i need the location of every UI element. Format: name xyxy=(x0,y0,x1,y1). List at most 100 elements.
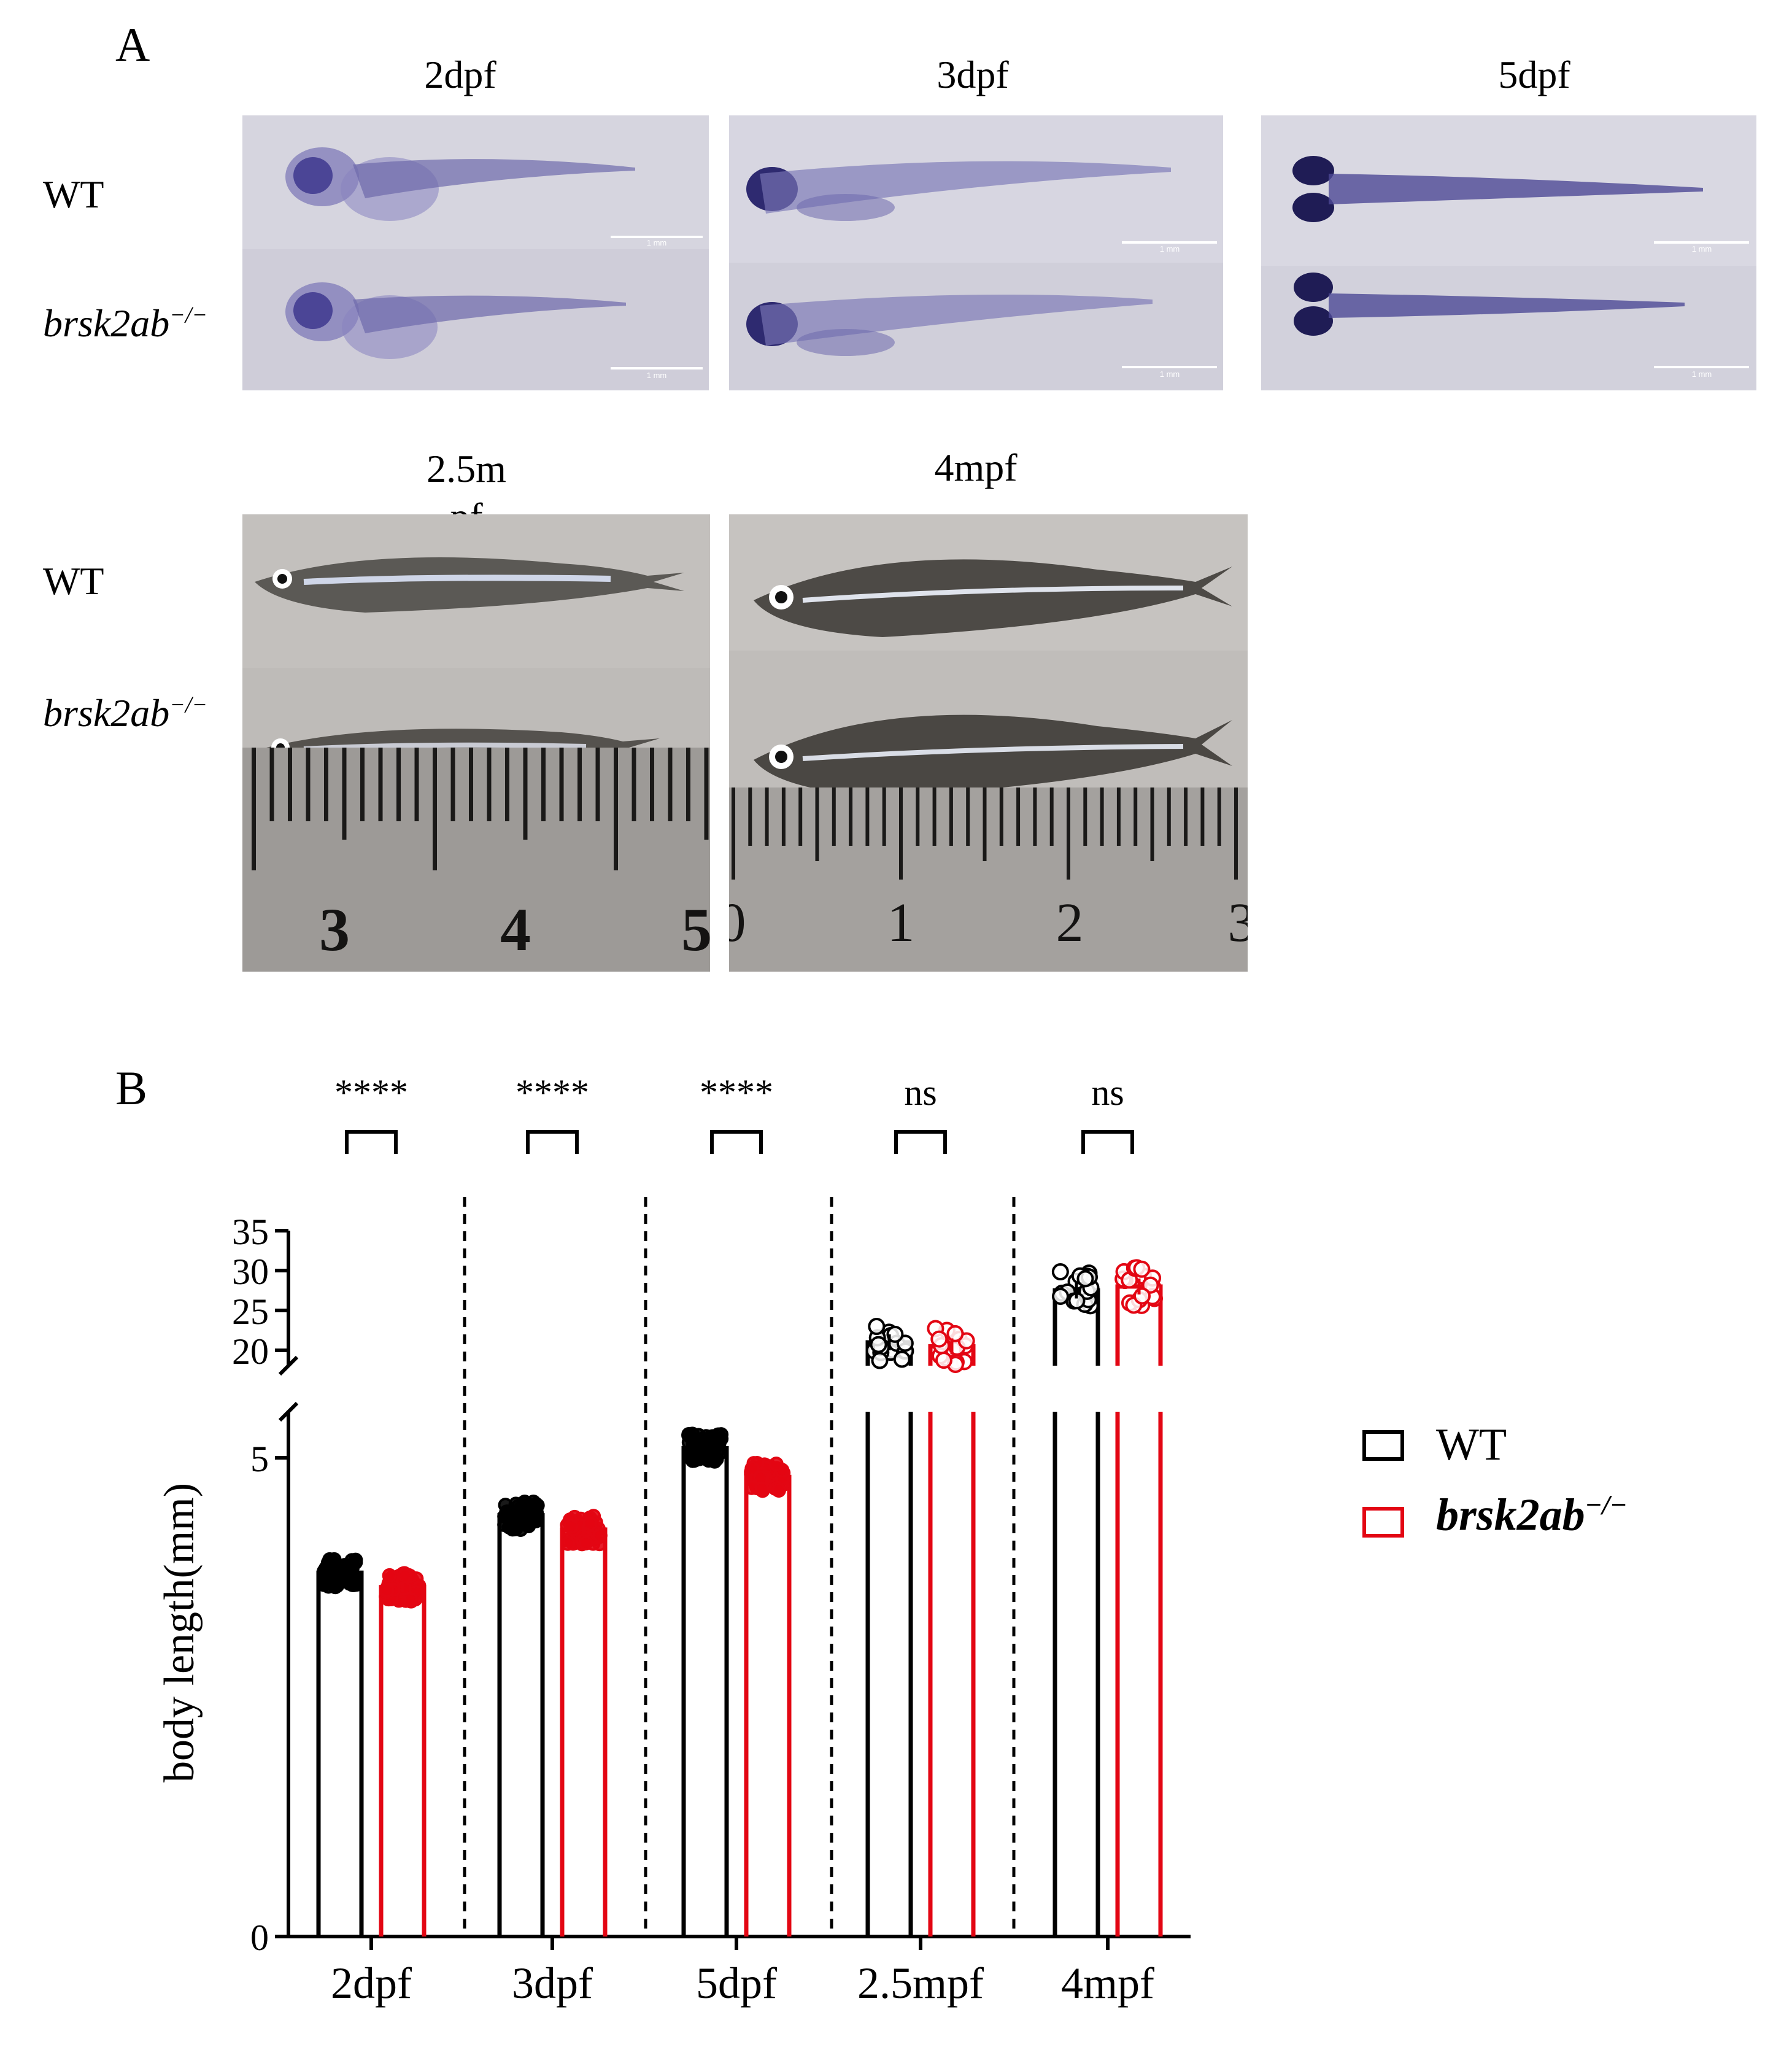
data-point xyxy=(946,1325,964,1342)
y-axis-label: body length(mm) xyxy=(156,1483,203,1782)
significance-label: ns xyxy=(904,1072,937,1113)
ruler-tick xyxy=(865,787,870,846)
data-point xyxy=(771,1483,786,1498)
significance-bracket xyxy=(1081,1130,1134,1154)
ruler-tick xyxy=(614,748,618,870)
ruler-tick xyxy=(541,748,546,821)
data-point xyxy=(528,1514,544,1529)
ruler-ticks-right: 0 1 2 3 xyxy=(729,787,1248,972)
chart-marks xyxy=(316,1259,1164,1937)
y-tick-label: 35 xyxy=(232,1212,269,1252)
ruler-tick xyxy=(1217,787,1221,846)
ruler-tick xyxy=(1100,787,1104,846)
mutant-superscript: −/− xyxy=(169,302,208,328)
ruler-tick xyxy=(1167,787,1171,846)
scalebar-2dpf-mut xyxy=(611,367,703,370)
ruler-tick xyxy=(433,748,437,870)
ruler-tick xyxy=(1150,787,1154,861)
larva-drawing-2dpf xyxy=(242,115,709,390)
ruler-tick xyxy=(505,748,509,821)
x-tick-label-5dpf: 5dpf xyxy=(696,1959,777,2008)
ruler-4mpf: 0 1 2 3 xyxy=(729,787,1248,972)
scalebar-3dpf-wt xyxy=(1122,241,1217,244)
data-point xyxy=(560,1536,576,1551)
ruler-tick xyxy=(748,787,752,846)
data-point xyxy=(563,1519,579,1534)
data-point xyxy=(871,1352,889,1369)
data-point xyxy=(688,1452,703,1468)
ruler-tick xyxy=(686,748,690,821)
scalebar-label-2dpf-mut: 1 mm xyxy=(646,371,667,380)
ruler-number: 5 xyxy=(681,896,710,964)
y-tick-label: 20 xyxy=(232,1331,269,1372)
ruler-tick xyxy=(342,748,347,840)
data-point xyxy=(1133,1260,1151,1278)
row-label-wt-bottom: WT xyxy=(43,559,104,603)
significance-bracket xyxy=(526,1130,579,1154)
larva-image-2dpf: 1 mm 1 mm xyxy=(242,115,709,390)
data-point xyxy=(379,1582,395,1598)
data-point xyxy=(1134,1287,1151,1305)
ruler-tick xyxy=(832,787,836,846)
significance-label: **** xyxy=(516,1072,589,1113)
ruler-tick xyxy=(595,748,600,821)
data-point xyxy=(744,1461,760,1476)
y-tick-label: 25 xyxy=(232,1291,269,1332)
data-point xyxy=(886,1325,904,1343)
ruler-tick xyxy=(781,787,786,846)
data-point xyxy=(709,1452,724,1467)
ruler-number: 3 xyxy=(1228,892,1248,953)
data-point xyxy=(708,1431,723,1447)
ruler-tick xyxy=(966,787,970,846)
data-point xyxy=(397,1568,412,1584)
data-point xyxy=(320,1555,336,1571)
ruler-tick xyxy=(559,748,564,821)
ruler-tick xyxy=(999,787,1003,846)
stage-label-3dpf: 3dpf xyxy=(937,53,1009,96)
ruler-tick xyxy=(1234,787,1238,880)
data-point xyxy=(1051,1287,1069,1305)
data-point xyxy=(343,1564,358,1579)
legend-swatch-wt xyxy=(1362,1430,1404,1461)
ruler-tick xyxy=(306,748,311,821)
significance-label: ns xyxy=(1091,1072,1124,1113)
x-tick-label-3dpf: 3dpf xyxy=(512,1959,593,2008)
ruler-tick xyxy=(252,748,256,870)
ruler-tick xyxy=(577,748,582,821)
larva-drawing-3dpf xyxy=(729,115,1223,390)
legend: WT brsk2ab−/− xyxy=(1362,1420,1761,1559)
row-label-wt-top: WT xyxy=(43,172,104,216)
ruler-tick xyxy=(798,787,803,846)
data-point xyxy=(870,1336,887,1353)
ruler-ticks-left: 3 4 5 xyxy=(242,748,710,972)
ruler-tick xyxy=(849,787,853,846)
ruler-tick xyxy=(916,787,920,846)
larva-image-5dpf: 1 mm 1 mm xyxy=(1261,115,1756,390)
ruler-tick xyxy=(1016,787,1021,846)
ruler-tick xyxy=(523,748,528,840)
ruler-tick xyxy=(899,787,903,880)
axis-break-mark xyxy=(278,1355,299,1376)
data-point xyxy=(578,1536,593,1551)
y-tick-label: 30 xyxy=(232,1252,269,1292)
ruler-tick xyxy=(396,748,401,821)
ruler-tick xyxy=(631,748,636,821)
bar-mutant-5dpf xyxy=(744,1474,792,1937)
ruler-tick xyxy=(732,787,735,880)
ruler-tick xyxy=(1200,787,1205,846)
x-tick-label-4mpf: 4mpf xyxy=(1061,1959,1154,2008)
legend-swatch-mutant xyxy=(1362,1507,1404,1538)
ruler-tick xyxy=(815,787,819,861)
data-point xyxy=(501,1505,517,1520)
scalebar-3dpf-mut xyxy=(1122,366,1217,368)
stage-label-2dpf: 2dpf xyxy=(424,53,496,96)
bar-mutant-2dpf xyxy=(379,1585,427,1937)
x-tick-label-2.5mpf: 2.5mpf xyxy=(857,1959,984,2008)
data-point xyxy=(930,1330,948,1348)
larva-drawing-5dpf xyxy=(1261,115,1756,390)
data-point xyxy=(754,1481,770,1496)
ruler-tick xyxy=(1049,787,1054,846)
ruler-background-left xyxy=(242,748,710,972)
